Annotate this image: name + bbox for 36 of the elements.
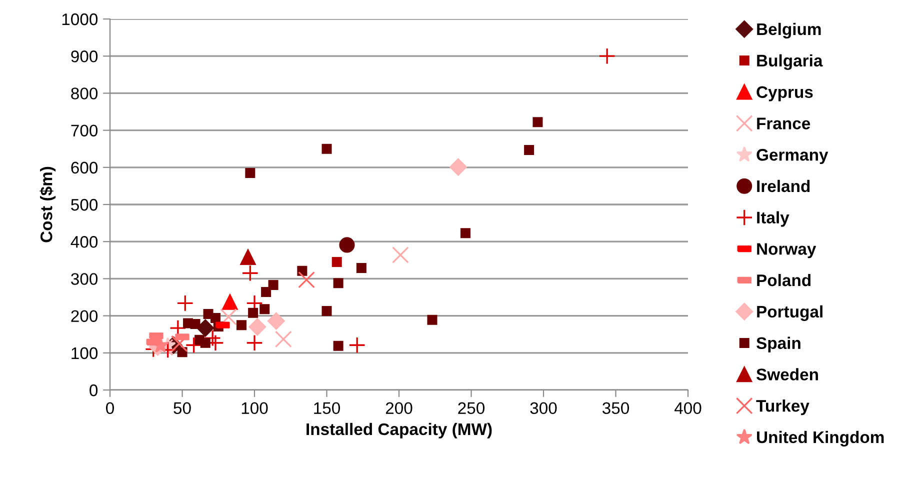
- y-tick-label: 600: [71, 162, 98, 174]
- y-tick-label: 300: [71, 273, 98, 285]
- y-tick-label: 400: [70, 236, 98, 248]
- y-tick-label: 800: [71, 88, 98, 100]
- x-tick-label: 350: [602, 402, 630, 414]
- legend-label: Sweden: [756, 368, 818, 380]
- legend-label: Poland: [757, 274, 810, 286]
- legend-label: France: [757, 118, 810, 130]
- y-tick-label: 900: [71, 50, 98, 62]
- x-tick-label: 150: [314, 402, 340, 414]
- legend-label: Cyprus: [756, 86, 813, 102]
- legend-label: Spain: [756, 336, 800, 352]
- legend-label: Turkey: [756, 400, 810, 416]
- y-axis-title: Cost ($m): [40, 166, 56, 242]
- legend-label: Bulgaria: [757, 54, 823, 70]
- y-tick-label: 700: [71, 124, 98, 137]
- x-tick-label: 50: [174, 402, 191, 414]
- y-tick-label: 1000: [62, 13, 98, 26]
- y-tick-label: 200: [71, 310, 98, 322]
- x-axis-title: Installed Capacity (MW): [306, 422, 492, 438]
- legend-label: Germany: [756, 148, 828, 164]
- legend-label: Italy: [757, 211, 790, 227]
- legend-label: Ireland: [757, 180, 810, 192]
- x-tick-label: 400: [674, 402, 702, 414]
- x-tick-label: 250: [458, 402, 485, 414]
- legend-label: Belgium: [757, 22, 821, 38]
- x-tick-label: 0: [106, 402, 114, 414]
- y-tick-label: 0: [90, 384, 98, 396]
- legend-label: Portugal: [757, 305, 822, 321]
- x-tick-label: 100: [242, 402, 268, 414]
- x-tick-label: 300: [530, 402, 557, 414]
- x-tick-label: 200: [386, 402, 412, 414]
- y-tick-label: 100: [72, 347, 98, 360]
- y-tick-label: 500: [71, 198, 98, 211]
- legend-label: Norway: [757, 243, 816, 258]
- legend-label: United Kingdom: [757, 430, 884, 447]
